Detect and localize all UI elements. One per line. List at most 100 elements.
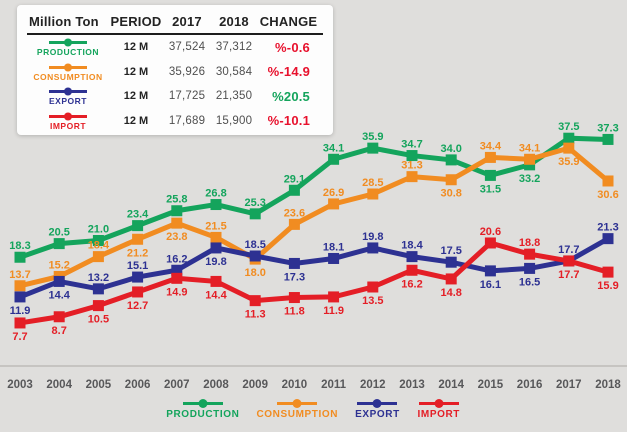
production-data-point-label: 21.0 <box>88 224 109 236</box>
consumption-data-point-label: 21.5 <box>205 220 226 232</box>
import-data-point-marker <box>484 237 496 249</box>
import-data-point-label: 16.2 <box>401 278 422 290</box>
export-data-point-marker <box>484 265 496 277</box>
export-legend-dot <box>372 399 382 408</box>
import-data-point-marker <box>171 272 183 284</box>
export-data-point-label: 21.3 <box>597 222 618 234</box>
production-data-point-marker <box>53 238 65 250</box>
consumption-data-point-label: 35.9 <box>558 156 579 168</box>
table-row-consumption: CONSUMPTION 12 M 35,926 30,584 %-14.9 <box>27 60 323 85</box>
value-2017: 17,725 <box>168 90 206 103</box>
export-data-point-label: 13.2 <box>88 272 109 284</box>
production-data-point-label: 25.8 <box>166 194 187 206</box>
consumption-line-series: 13.7 15.2 18.4 21.2 23.8 21.5 18.0 23.6 26.9 28.5… <box>9 140 619 292</box>
production-line <box>19 135 609 260</box>
export-line <box>19 236 610 300</box>
consumption-line <box>19 145 610 289</box>
export-data-point-label: 15.1 <box>127 260 148 272</box>
consumption-data-point-label: 34.1 <box>519 142 540 154</box>
import-data-point-marker <box>328 291 340 303</box>
import-data-point-marker <box>210 275 222 287</box>
value-2017: 17,689 <box>168 114 206 127</box>
export-line-icon <box>49 87 87 96</box>
chart-legend: PRODUCTION CONSUMPTION EXPORT IMPORT <box>0 398 627 420</box>
change-value: %20.5 <box>272 88 310 104</box>
period-value: 12 M <box>123 90 149 103</box>
table-row-production: PRODUCTION 12 M 37,524 37,312 %-0.6 <box>27 35 323 60</box>
summary-header-period: PERIOD <box>110 14 162 29</box>
import-series-cell: IMPORT <box>27 112 109 131</box>
export-data-point-marker <box>406 251 418 263</box>
import-data-point-label: 12.7 <box>127 300 148 312</box>
production-data-point-marker <box>210 199 222 211</box>
consumption-data-point-label: 30.6 <box>597 189 618 201</box>
production-data-point-label: 20.5 <box>48 227 69 239</box>
import-data-point-label: 11.8 <box>284 306 305 318</box>
consumption-data-point-marker <box>602 175 614 187</box>
production-data-point-marker <box>524 159 536 171</box>
import-data-point-marker <box>132 286 144 298</box>
table-row-import: IMPORT 12 M 17,689 15,900 %-10.1 <box>27 109 323 134</box>
import-data-point-marker <box>524 248 536 260</box>
production-data-point-label: 35.9 <box>362 131 383 143</box>
export-data-point-marker <box>328 252 340 264</box>
production-data-point-marker <box>14 251 26 263</box>
production-data-point-label: 37.5 <box>558 121 579 133</box>
export-series-cell: EXPORT <box>27 87 109 106</box>
production-series-cell: PRODUCTION <box>27 38 109 57</box>
x-axis-label: 2004 <box>46 379 72 391</box>
export-data-point-label: 17.5 <box>440 245 461 257</box>
legend-item-export: EXPORT <box>355 398 400 420</box>
import-data-point-marker <box>367 281 379 293</box>
series-name-label: CONSUMPTION <box>33 71 103 82</box>
production-line-icon <box>49 38 87 47</box>
summary-table: Million Ton PERIOD 2017 2018 CHANGE PROD… <box>17 5 333 135</box>
import-data-point-marker <box>249 295 261 307</box>
export-data-point-marker <box>249 250 261 262</box>
consumption-data-point-label: 18.4 <box>88 240 110 252</box>
value-2017: 35,926 <box>168 65 206 78</box>
legend-label: CONSUMPTION <box>256 409 339 420</box>
import-data-point-label: 14.9 <box>166 286 187 298</box>
production-data-point-marker <box>602 133 614 145</box>
export-data-point-label: 16.1 <box>480 279 501 291</box>
production-legend-dot <box>198 399 208 408</box>
export-data-point-label: 19.8 <box>205 256 226 268</box>
production-data-point-label: 34.7 <box>401 139 422 151</box>
consumption-data-point-marker <box>484 151 496 163</box>
consumption-data-point-marker <box>406 171 418 183</box>
change-value: %-10.1 <box>267 113 310 129</box>
change-value: %-0.6 <box>275 39 310 55</box>
import-data-point-label: 18.8 <box>519 237 540 249</box>
x-axis-label: 2003 <box>7 379 33 391</box>
production-data-point-marker <box>563 132 575 144</box>
export-data-point-label: 17.3 <box>284 271 305 283</box>
export-data-point-marker <box>53 275 65 287</box>
production-data-point-label: 23.4 <box>127 209 149 221</box>
import-data-point-marker <box>288 292 300 304</box>
consumption-data-point-marker <box>210 231 222 243</box>
period-value: 12 M <box>123 114 149 127</box>
export-data-point-marker <box>14 291 26 303</box>
production-data-point-marker <box>484 169 496 181</box>
summary-header-change: CHANGE <box>259 14 318 29</box>
consumption-data-point-label: 15.2 <box>48 259 69 271</box>
production-line-series: 18.3 20.5 21.0 23.4 25.8 26.8 25.3 29.1 34.1 35.9… <box>9 121 619 263</box>
import-data-point-label: 10.5 <box>88 314 109 326</box>
import-data-point-label: 14.8 <box>440 287 461 299</box>
production-data-point-label: 18.3 <box>9 240 30 252</box>
production-data-point-marker <box>92 235 104 246</box>
consumption-data-point-label: 28.5 <box>362 177 383 189</box>
production-data-point-marker <box>171 205 183 217</box>
production-data-point-marker <box>328 153 340 165</box>
x-axis-label: 2009 <box>242 379 268 391</box>
consumption-data-point-label: 21.2 <box>127 247 148 259</box>
x-axis-label: 2007 <box>164 379 190 391</box>
consumption-data-point-label: 34.4 <box>480 140 502 152</box>
x-axis-label: 2015 <box>478 379 504 391</box>
import-data-point-label: 7.7 <box>12 331 27 343</box>
import-data-point-label: 13.5 <box>362 295 383 307</box>
production-data-point-marker <box>288 184 300 196</box>
consumption-legend-icon <box>277 399 318 408</box>
